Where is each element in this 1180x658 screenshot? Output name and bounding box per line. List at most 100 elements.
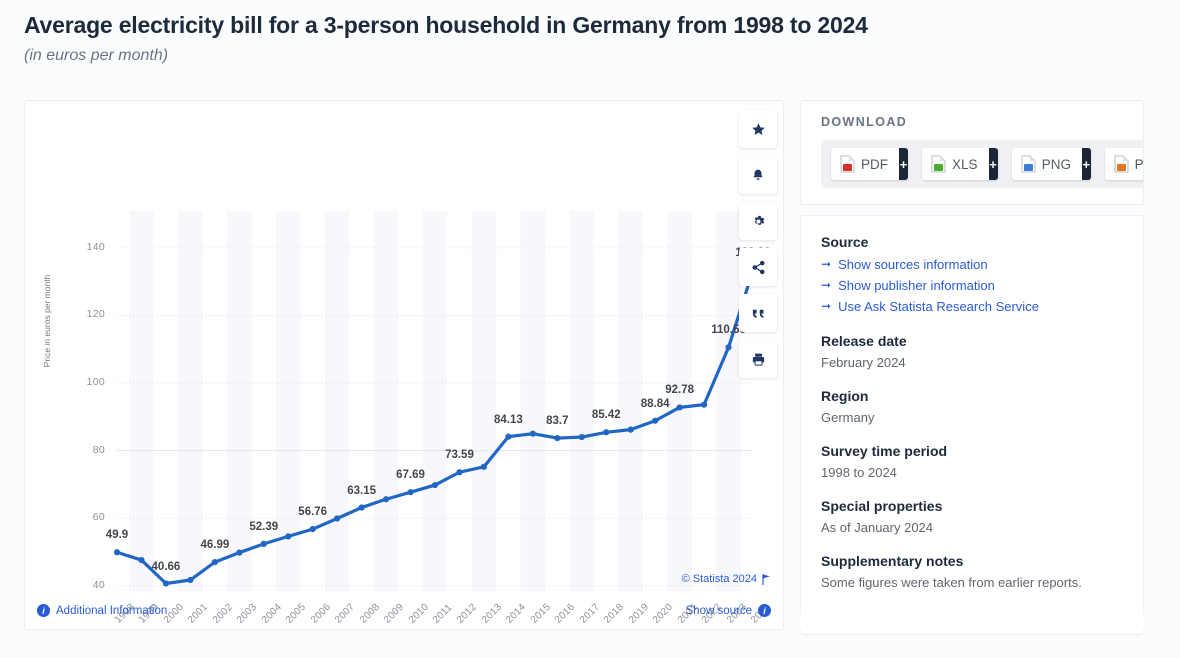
show-source-link[interactable]: Show source i (686, 604, 771, 617)
download-pdf-expand[interactable]: + (899, 148, 908, 180)
metadata-value-1: Germany (821, 410, 875, 425)
metadata-group-2: Survey time period 1998 to 2024 (821, 443, 1123, 482)
metadata-value-2: 1998 to 2024 (821, 465, 897, 480)
bell-glyph (753, 169, 763, 180)
additional-information-label: Additional Information (56, 604, 168, 617)
source-heading: Source (821, 234, 869, 250)
download-heading: DOWNLOAD (821, 115, 908, 129)
source-link-1[interactable]: ➞ Show publisher information (821, 275, 1123, 296)
y-tick-60: 60 (92, 511, 105, 524)
data-label-1998: 49.9 (105, 529, 129, 542)
metadata-group-1: Region Germany (821, 388, 1123, 427)
data-label-2016: 83.7 (546, 415, 569, 428)
metadata-heading-1: Region (821, 388, 869, 404)
source-links-list: ➞ Show sources information ➞ Show publisher… (821, 254, 1123, 317)
download-xls-expand[interactable]: + (988, 148, 998, 180)
page-header: Average electricity bill for a 3-person … (24, 10, 1124, 66)
download-xls-main[interactable]: XLS (921, 148, 989, 180)
metadata-card: Source ➞ Show sources information ➞ Show pu… (800, 215, 1144, 635)
data-label-2023: 110.56 (711, 324, 746, 337)
share-icon[interactable] (739, 248, 777, 286)
printer-glyph (752, 353, 764, 366)
line-chart-svg (113, 211, 757, 591)
metadata-value-4: Some figures were taken from earlier rep… (821, 575, 1082, 590)
info-icon-source: i (758, 604, 771, 617)
source-link-0[interactable]: ➞ Show sources information (821, 254, 1123, 275)
y-tick-40: 40 (92, 578, 105, 591)
sidebar: DOWNLOAD PDF + XLS + PNG + PPT+ Source ➞ Show s… (800, 100, 1144, 635)
download-png-button[interactable]: PNG + (1011, 148, 1091, 180)
chart-action-toolbar (739, 110, 777, 378)
favorite-icon[interactable] (739, 110, 777, 148)
download-ppt-label: PPT (1134, 156, 1144, 172)
flag-icon (762, 573, 770, 585)
metadata-heading-2: Survey time period (821, 443, 948, 459)
y-tick-140: 140 (86, 240, 105, 253)
additional-information-link[interactable]: i Additional Information (37, 604, 167, 617)
source-link-label-2: Use Ask Statista Research Service (838, 299, 1039, 314)
metadata-group-4: Supplementary notes Some figures were tak… (821, 553, 1123, 592)
download-buttons-strip: PDF + XLS + PNG + PPT+ (821, 140, 1144, 188)
data-label-2018: 85.42 (591, 409, 621, 422)
download-pdf-main[interactable]: PDF (831, 148, 899, 180)
y-tick-80: 80 (92, 443, 105, 456)
data-label-2020: 88.84 (640, 397, 670, 410)
quote-glyph (752, 309, 763, 318)
data-label-2002: 46.99 (200, 539, 230, 552)
settings-gear-icon[interactable] (739, 202, 777, 240)
source-group: Source ➞ Show sources information ➞ Show pu… (821, 234, 1123, 317)
notification-bell-icon[interactable] (739, 156, 777, 194)
source-link-label-1: Show publisher information (838, 278, 995, 293)
page-subtitle: (in euros per month) (24, 47, 169, 64)
metadata-heading-3: Special properties (821, 498, 943, 514)
data-label-2021: 92.78 (665, 384, 694, 397)
show-source-label: Show source (685, 604, 752, 617)
download-ppt-button[interactable]: PPT+ (1104, 148, 1144, 180)
metadata-value-3: As of January 2024 (821, 520, 934, 535)
share-glyph (751, 260, 765, 274)
info-icon: i (37, 604, 50, 617)
download-card: DOWNLOAD PDF + XLS + PNG + PPT+ (800, 100, 1144, 205)
copyright-notice: © Statista 2024 (682, 573, 771, 585)
metadata-heading-0: Release date (821, 333, 907, 349)
pdf-file-icon (840, 155, 855, 173)
metadata-group-3: Special properties As of January 2024 (821, 498, 1123, 537)
arrow-right-icon: ➞ (821, 257, 832, 271)
source-link-2[interactable]: ➞ Use Ask Statista Research Service (821, 296, 1123, 317)
data-label-2004: 52.39 (249, 520, 279, 533)
star-glyph (751, 122, 765, 135)
download-pdf-button[interactable]: PDF + (831, 148, 908, 180)
y-tick-120: 120 (86, 308, 105, 321)
png-file-icon (1021, 155, 1036, 173)
data-label-2006: 56.76 (298, 506, 328, 519)
print-icon[interactable] (739, 340, 777, 378)
chart-plot-area: Price in euros per month 40 60 80 100 120 140… (25, 101, 785, 626)
arrow-right-icon: ➞ (821, 278, 832, 292)
data-label-2014: 84.13 (493, 413, 523, 426)
y-axis-title: Price in euros per month (42, 274, 52, 368)
copyright-label: © Statista 2024 (681, 573, 757, 585)
chart-footer: i Additional Information © Statista 2024… (25, 573, 785, 629)
citation-quote-icon[interactable] (739, 294, 777, 332)
y-tick-100: 100 (86, 376, 105, 389)
download-xls-label: XLS (951, 156, 978, 172)
chart-card: Price in euros per month 40 60 80 100 120 140… (24, 100, 784, 630)
download-pdf-label: PDF (861, 156, 888, 172)
page-title: Average electricity bill for a 3-person … (24, 12, 868, 38)
metadata-group-0: Release date February 2024 (821, 333, 1123, 372)
xls-file-icon (931, 155, 946, 173)
source-link-label-0: Show sources information (838, 257, 988, 272)
metadata-value-0: February 2024 (821, 355, 906, 370)
download-png-label: PNG (1041, 156, 1071, 172)
data-label-2012: 73.59 (445, 449, 474, 462)
download-png-expand[interactable]: + (1081, 148, 1091, 180)
metadata-list: Release date February 2024 Region Germany Su… (821, 333, 1123, 592)
arrow-right-icon: ➞ (821, 299, 832, 313)
download-xls-button[interactable]: XLS + (921, 148, 998, 180)
data-label-2010: 67.69 (396, 469, 425, 482)
download-png-main[interactable]: PNG (1011, 148, 1082, 180)
metadata-heading-4: Supplementary notes (821, 553, 964, 569)
download-ppt-main[interactable]: PPT (1104, 148, 1144, 180)
gear-glyph (754, 215, 764, 225)
